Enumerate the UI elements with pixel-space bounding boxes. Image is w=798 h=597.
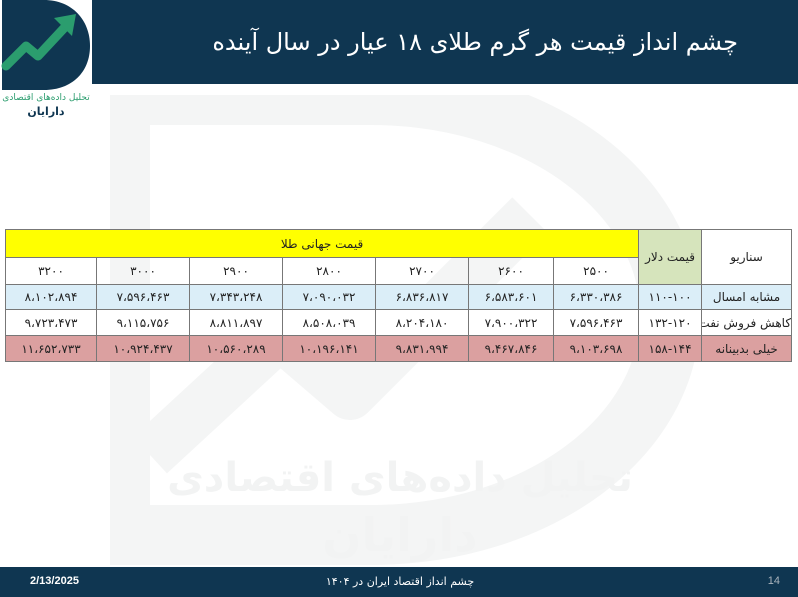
table-row-oil: ۹،۷۲۳،۴۷۳ ۹،۱۱۵،۷۵۶ ۸،۸۱۱،۸۹۷ ۸،۵۰۸،۰۳۹ … [5, 309, 793, 336]
table-cell: ۹،۸۳۱،۹۹۴ [375, 335, 469, 362]
watermark-subtitle: تحلیل داده‌های اقتصادی [167, 455, 633, 501]
table-cell: ۸،۱۰۲،۸۹۴ [5, 284, 97, 310]
table-cell: ۱۰،۱۹۶،۱۴۱ [282, 335, 376, 362]
dollar-range-cell: ۱۱۰-۱۰۰ [638, 284, 703, 310]
table-cell: ۸،۸۱۱،۸۹۷ [189, 309, 283, 336]
table-row-similar: ۸،۱۰۲،۸۹۴ ۷،۵۹۶،۴۶۳ ۷،۳۴۳،۲۴۸ ۷،۰۹۰،۰۳۲ … [5, 284, 793, 310]
footer-date: 2/13/2025 [30, 575, 79, 587]
watermark-name: دارایان [322, 508, 478, 562]
table-cell: ۶،۵۸۳،۶۰۱ [468, 284, 554, 310]
table-cell: ۹،۱۱۵،۷۵۶ [96, 309, 190, 336]
footer-title: چشم انداز اقتصاد ایران در ۱۴۰۴ [325, 575, 475, 588]
scenario-cell: کاهش فروش نفت [701, 309, 793, 336]
world-price-2900: ۲۹۰۰ [189, 257, 283, 285]
slide-header: چشم انداز قیمت هر گرم طلای ۱۸ عیار در سا… [92, 0, 798, 84]
logo-mark-icon [1, 0, 90, 90]
table-cell: ۷،۹۰۰،۳۲۲ [468, 309, 554, 336]
table-cell: ۱۱،۶۵۲،۷۳۳ [5, 335, 97, 362]
table-row-pessimistic: ۱۱،۶۵۲،۷۳۳ ۱۰،۹۲۴،۴۳۷ ۱۰،۵۶۰،۲۸۹ ۱۰،۱۹۶،… [5, 335, 793, 362]
table-cell: ۸،۲۰۴،۱۸۰ [375, 309, 469, 336]
table-cell: ۷،۳۴۳،۲۴۸ [189, 284, 283, 310]
logo-name: دارایان [27, 105, 65, 118]
table-cell: ۸،۵۰۸،۰۳۹ [282, 309, 376, 336]
table-cell: ۹،۷۲۳،۴۷۳ [5, 309, 97, 336]
table-cell: ۷،۵۹۶،۴۶۳ [96, 284, 190, 310]
scenario-header: سناریو [701, 229, 793, 285]
table-cell: ۶،۸۳۶،۸۱۷ [375, 284, 469, 310]
logo-subtitle: تحلیل داده‌های اقتصادی [2, 93, 90, 103]
world-price-2600: ۲۶۰۰ [468, 257, 554, 285]
table-cell: ۷،۰۹۰،۰۳۲ [282, 284, 376, 310]
world-price-2700: ۲۷۰۰ [375, 257, 469, 285]
gold-price-table: قیمت جهانی طلا قیمت دلار سناریو ۳۲۰۰ ۳۰۰… [4, 229, 793, 362]
page-title: چشم انداز قیمت هر گرم طلای ۱۸ عیار در سا… [212, 28, 738, 56]
table-cell: ۹،۴۶۷،۸۴۶ [468, 335, 554, 362]
logo: تحلیل داده‌های اقتصادی دارایان [0, 0, 92, 120]
table-cell: ۹،۱۰۳،۶۹۸ [552, 335, 640, 362]
world-price-2800: ۲۸۰۰ [282, 257, 376, 285]
dollar-price-header: قیمت دلار [638, 229, 703, 285]
world-price-2500: ۲۵۰۰ [552, 257, 640, 285]
dollar-range-cell: ۱۵۸-۱۴۴ [638, 335, 703, 362]
table-cell: ۷،۵۹۶،۴۶۳ [552, 309, 640, 336]
table-cell: ۱۰،۹۲۴،۴۳۷ [96, 335, 190, 362]
scenario-cell: خیلی بدبینانه [701, 335, 793, 362]
scenario-cell: مشابه امسال [701, 284, 793, 310]
page-number: 14 [767, 575, 780, 587]
world-price-3200: ۳۲۰۰ [5, 257, 97, 285]
dollar-range-cell: ۱۳۲-۱۲۰ [638, 309, 703, 336]
table-cell: ۱۰،۵۶۰،۲۸۹ [189, 335, 283, 362]
world-gold-price-header: قیمت جهانی طلا [4, 229, 640, 258]
slide-footer: 2/13/2025 چشم انداز اقتصاد ایران در ۱۴۰۴… [0, 567, 798, 597]
table-cell: ۶،۳۳۰،۳۸۶ [552, 284, 640, 310]
world-price-3000: ۳۰۰۰ [96, 257, 190, 285]
